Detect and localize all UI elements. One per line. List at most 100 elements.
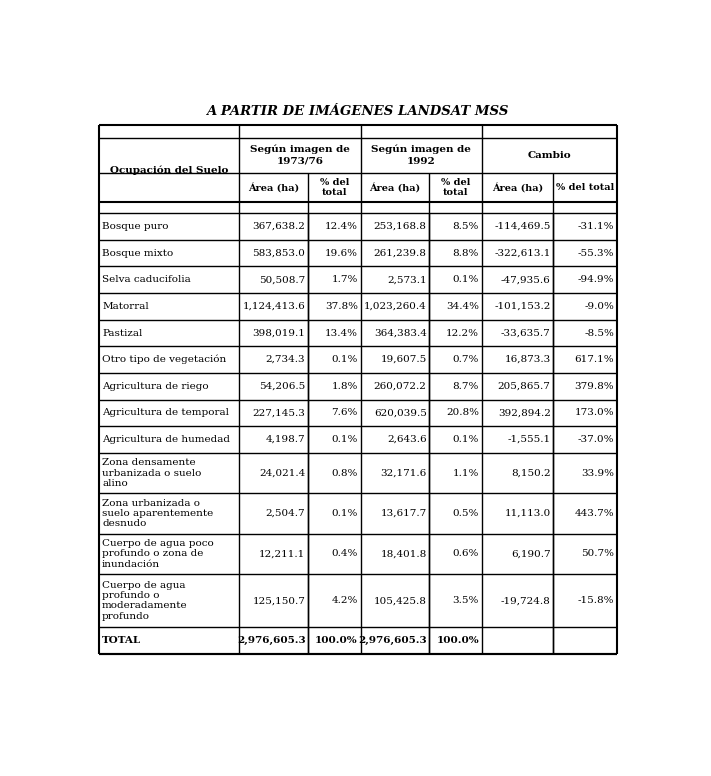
Text: % del
total: % del total <box>320 178 349 197</box>
Text: 0.6%: 0.6% <box>453 549 479 559</box>
Text: 6,190.7: 6,190.7 <box>511 549 550 559</box>
Text: 227,145.3: 227,145.3 <box>252 408 306 417</box>
Text: % del total: % del total <box>556 183 614 192</box>
Text: 100.0%: 100.0% <box>437 636 479 645</box>
Text: 620,039.5: 620,039.5 <box>374 408 427 417</box>
Text: -37.0%: -37.0% <box>577 435 614 444</box>
Text: 2,976,605.3: 2,976,605.3 <box>237 636 306 645</box>
Text: Selva caducifolia: Selva caducifolia <box>102 275 191 284</box>
Text: Cambio: Cambio <box>528 151 571 160</box>
Text: 125,150.7: 125,150.7 <box>252 596 306 605</box>
Text: 32,171.6: 32,171.6 <box>380 469 427 477</box>
Text: 0.1%: 0.1% <box>453 435 479 444</box>
Text: 392,894.2: 392,894.2 <box>498 408 550 417</box>
Text: 260,072.2: 260,072.2 <box>374 382 427 391</box>
Text: 0.7%: 0.7% <box>453 355 479 364</box>
Text: 0.1%: 0.1% <box>453 275 479 284</box>
Text: -114,469.5: -114,469.5 <box>494 222 550 231</box>
Text: Ocupación del Suelo: Ocupación del Suelo <box>110 165 228 175</box>
Text: -8.5%: -8.5% <box>584 328 614 338</box>
Text: Matorral: Matorral <box>102 302 149 311</box>
Text: 12.4%: 12.4% <box>325 222 358 231</box>
Text: 0.8%: 0.8% <box>331 469 358 477</box>
Text: 1,124,413.6: 1,124,413.6 <box>242 302 306 311</box>
Text: 4,198.7: 4,198.7 <box>266 435 306 444</box>
Text: 583,853.0: 583,853.0 <box>252 248 306 258</box>
Text: 261,239.8: 261,239.8 <box>374 248 427 258</box>
Text: 3.5%: 3.5% <box>453 596 479 605</box>
Text: 0.1%: 0.1% <box>331 435 358 444</box>
Text: 443.7%: 443.7% <box>574 509 614 518</box>
Text: -15.8%: -15.8% <box>577 596 614 605</box>
Text: 0.4%: 0.4% <box>331 549 358 559</box>
Text: 2,504.7: 2,504.7 <box>266 509 306 518</box>
Text: % del
total: % del total <box>441 178 470 197</box>
Text: 34.4%: 34.4% <box>446 302 479 311</box>
Text: 8,150.2: 8,150.2 <box>511 469 550 477</box>
Text: 4.2%: 4.2% <box>331 596 358 605</box>
Text: 367,638.2: 367,638.2 <box>252 222 306 231</box>
Text: 13,617.7: 13,617.7 <box>380 509 427 518</box>
Text: 2,976,605.3: 2,976,605.3 <box>358 636 427 645</box>
Text: Bosque mixto: Bosque mixto <box>102 248 173 258</box>
Text: 19.6%: 19.6% <box>325 248 358 258</box>
Text: 20.8%: 20.8% <box>446 408 479 417</box>
Text: 11,113.0: 11,113.0 <box>504 509 550 518</box>
Text: 1.1%: 1.1% <box>453 469 479 477</box>
Text: 1,023,260.4: 1,023,260.4 <box>364 302 427 311</box>
Text: 379.8%: 379.8% <box>574 382 614 391</box>
Text: 617.1%: 617.1% <box>574 355 614 364</box>
Text: 54,206.5: 54,206.5 <box>260 382 306 391</box>
Text: 398,019.1: 398,019.1 <box>252 328 306 338</box>
Text: 13.4%: 13.4% <box>325 328 358 338</box>
Text: 100.0%: 100.0% <box>315 636 358 645</box>
Text: Pastizal: Pastizal <box>102 328 142 338</box>
Text: Área (ha): Área (ha) <box>492 182 543 192</box>
Text: 0.1%: 0.1% <box>331 509 358 518</box>
Text: -94.9%: -94.9% <box>577 275 614 284</box>
Text: 50.7%: 50.7% <box>581 549 614 559</box>
Text: Agricultura de riego: Agricultura de riego <box>102 382 209 391</box>
Text: 8.8%: 8.8% <box>453 248 479 258</box>
Text: -19,724.8: -19,724.8 <box>501 596 550 605</box>
Text: 253,168.8: 253,168.8 <box>374 222 427 231</box>
Text: Zona urbanizada o
suelo aparentemente
desnudo: Zona urbanizada o suelo aparentemente de… <box>102 498 213 528</box>
Text: -31.1%: -31.1% <box>577 222 614 231</box>
Text: Agricultura de humedad: Agricultura de humedad <box>102 435 230 444</box>
Text: 8.5%: 8.5% <box>453 222 479 231</box>
Text: -33,635.7: -33,635.7 <box>501 328 550 338</box>
Text: TOTAL: TOTAL <box>102 636 141 645</box>
Text: 2,734.3: 2,734.3 <box>266 355 306 364</box>
Text: 1.8%: 1.8% <box>331 382 358 391</box>
Text: 105,425.8: 105,425.8 <box>374 596 427 605</box>
Text: 12,211.1: 12,211.1 <box>260 549 306 559</box>
Text: Área (ha): Área (ha) <box>370 182 420 192</box>
Text: 24,021.4: 24,021.4 <box>260 469 306 477</box>
Text: 19,607.5: 19,607.5 <box>380 355 427 364</box>
Text: A PARTIR DE IMÁGENES LANDSAT MSS: A PARTIR DE IMÁGENES LANDSAT MSS <box>206 105 509 118</box>
Text: 2,573.1: 2,573.1 <box>387 275 427 284</box>
Text: Otro tipo de vegetación: Otro tipo de vegetación <box>102 355 226 365</box>
Text: Según imagen de
1973/76: Según imagen de 1973/76 <box>250 145 350 165</box>
Text: 37.8%: 37.8% <box>325 302 358 311</box>
Text: 0.5%: 0.5% <box>453 509 479 518</box>
Text: 50,508.7: 50,508.7 <box>260 275 306 284</box>
Text: Cuerpo de agua
profundo o
moderadamente
profundo: Cuerpo de agua profundo o moderadamente … <box>102 580 188 621</box>
Text: 1.7%: 1.7% <box>331 275 358 284</box>
Text: Área (ha): Área (ha) <box>248 182 299 192</box>
Text: Bosque puro: Bosque puro <box>102 222 169 231</box>
Text: 0.1%: 0.1% <box>331 355 358 364</box>
Text: -55.3%: -55.3% <box>577 248 614 258</box>
Text: 12.2%: 12.2% <box>446 328 479 338</box>
Text: 205,865.7: 205,865.7 <box>498 382 550 391</box>
Text: Agricultura de temporal: Agricultura de temporal <box>102 408 229 417</box>
Text: -47,935.6: -47,935.6 <box>501 275 550 284</box>
Text: -1,555.1: -1,555.1 <box>508 435 550 444</box>
Text: 2,643.6: 2,643.6 <box>387 435 427 444</box>
Text: -9.0%: -9.0% <box>584 302 614 311</box>
Text: 173.0%: 173.0% <box>574 408 614 417</box>
Text: -322,613.1: -322,613.1 <box>494 248 550 258</box>
Text: 364,383.4: 364,383.4 <box>374 328 427 338</box>
Text: 16,873.3: 16,873.3 <box>504 355 550 364</box>
Text: 33.9%: 33.9% <box>581 469 614 477</box>
